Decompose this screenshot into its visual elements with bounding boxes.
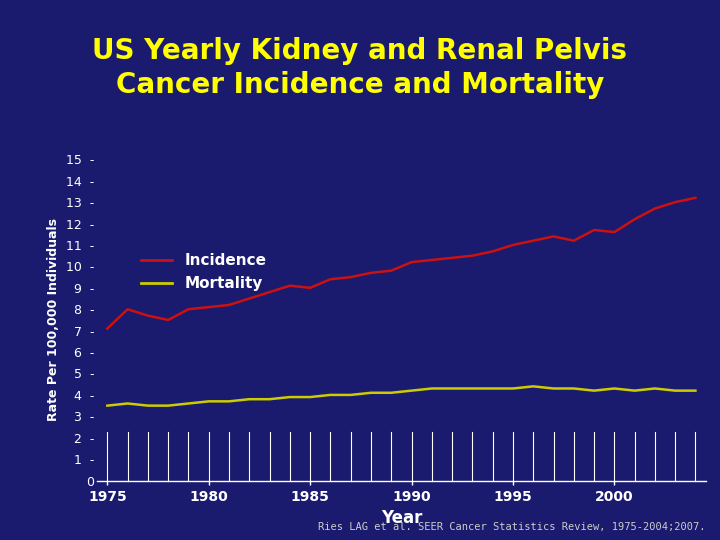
Legend: Incidence, Mortality: Incidence, Mortality bbox=[135, 247, 272, 297]
Text: US Yearly Kidney and Renal Pelvis
Cancer Incidence and Mortality: US Yearly Kidney and Renal Pelvis Cancer… bbox=[92, 37, 628, 99]
X-axis label: Year: Year bbox=[381, 509, 422, 527]
Y-axis label: Rate Per 100,000 Individuals: Rate Per 100,000 Individuals bbox=[48, 219, 60, 421]
Text: Ries LAG et al. SEER Cancer Statistics Review, 1975-2004;2007.: Ries LAG et al. SEER Cancer Statistics R… bbox=[318, 522, 706, 532]
